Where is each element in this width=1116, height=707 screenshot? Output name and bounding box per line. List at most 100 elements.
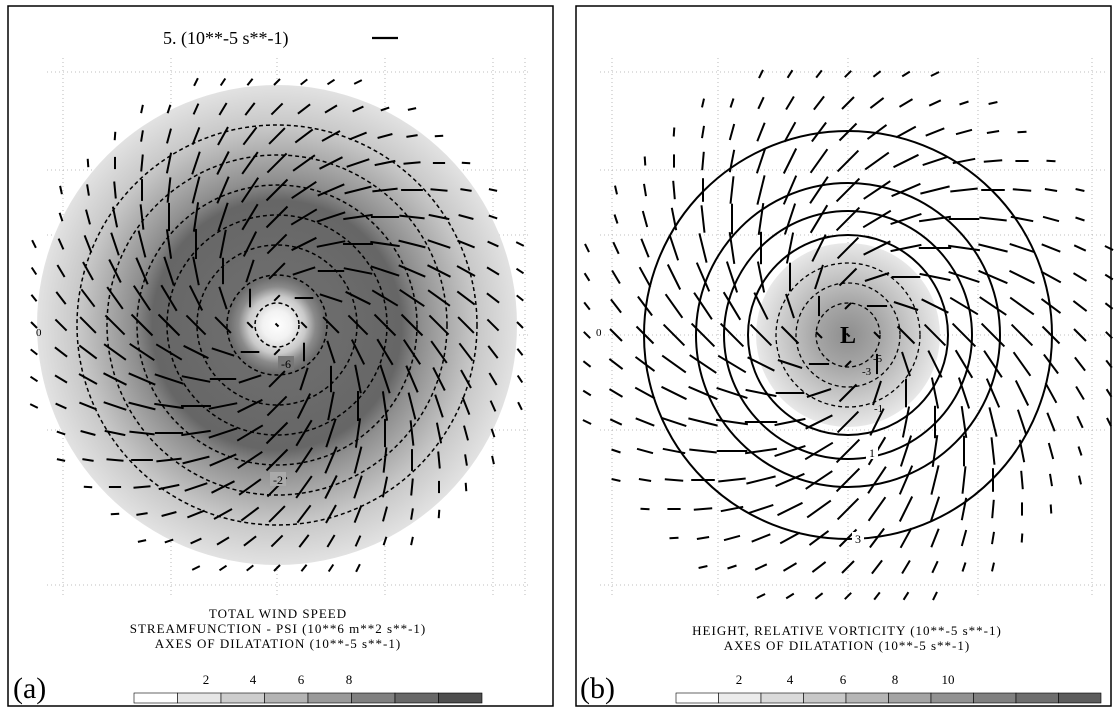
dilatation-axis-segment (841, 96, 855, 110)
dilatation-axis-segment (434, 134, 444, 138)
dilatation-axis-segment (929, 496, 941, 522)
dilatation-axis-segment (844, 592, 852, 600)
dilatation-axis-segment (54, 346, 68, 358)
dilatation-axis-segment (56, 430, 66, 436)
dilatation-axis-segment (661, 416, 687, 428)
dilatation-axis-segment (238, 374, 262, 384)
dilatation-axis-segment (209, 453, 237, 467)
dilatation-axis-segment (324, 104, 338, 114)
dilatation-axis-segment (488, 214, 498, 220)
dilatation-axis-segment (957, 377, 971, 409)
dilatation-axis-segment (299, 367, 309, 391)
dilatation-axis-segment (864, 272, 890, 282)
dilatation-axis-segment (30, 321, 38, 329)
legend-swatch (888, 692, 932, 704)
dilatation-axis-segment (182, 455, 210, 465)
dilatation-axis-segment (954, 349, 974, 379)
dilatation-axis-segment (104, 314, 126, 336)
dilatation-axis-segment (920, 185, 950, 195)
dilatation-axis-segment (345, 290, 371, 306)
dilatation-axis-segment (748, 503, 774, 515)
legend-tick: 2 (736, 672, 743, 687)
dilatation-axis-segment (722, 291, 742, 321)
dilatation-axis-segment (461, 161, 471, 165)
dilatation-axis-segment (268, 127, 286, 145)
dilatation-axis-segment (80, 288, 96, 308)
dilatation-axis-segment (516, 374, 524, 384)
dilatation-axis-segment (756, 261, 766, 293)
dilatation-axis-segment (918, 215, 952, 223)
dilatation-axis-segment (430, 340, 448, 364)
dilatation-axis-segment (166, 128, 172, 144)
dilatation-axis-segment (427, 264, 451, 278)
dilatation-axis-segment (132, 285, 152, 311)
dilatation-axis-segment (270, 102, 284, 116)
dilatation-axis-segment (372, 187, 398, 193)
dilatation-axis-segment (381, 476, 389, 498)
dilatation-axis-segment (866, 124, 888, 140)
dilatation-axis-segment (867, 496, 887, 522)
dilatation-axis-segment (437, 451, 441, 469)
dilatation-axis-segment (1105, 388, 1113, 398)
dilatation-axis-segment (427, 239, 451, 249)
dilatation-axis-segment (898, 465, 914, 495)
contour-label: -5 (873, 353, 883, 365)
dilatation-axis-segment (241, 151, 259, 175)
axis-zero-label: 0 (36, 327, 42, 339)
dilatation-axis-segment (298, 534, 310, 548)
dilatation-axis-segment (638, 478, 652, 482)
dilatation-axis-segment (265, 421, 289, 445)
dilatation-axis-segment (899, 435, 913, 467)
dilatation-axis-segment (890, 243, 922, 253)
dilatation-axis-segment (129, 342, 155, 362)
dilatation-axis-segment (353, 446, 363, 474)
dilatation-axis-segment (327, 563, 335, 573)
dilatation-axis-segment (140, 130, 144, 142)
dilatation-axis-segment (292, 266, 316, 276)
dilatation-axis-segment (672, 180, 676, 200)
dilatation-axis-segment (1105, 331, 1113, 339)
dilatation-axis-segment (806, 388, 832, 398)
dilatation-axis-segment (901, 559, 911, 575)
dilatation-axis-segment (637, 295, 653, 317)
dilatation-axis-segment (809, 148, 829, 174)
dilatation-axis-segment (720, 505, 744, 513)
legend-tick: 10 (942, 672, 955, 687)
legend-tick: 2 (203, 672, 210, 687)
dilatation-axis-segment (274, 322, 280, 328)
dilatation-axis-segment (464, 454, 468, 466)
dilatation-axis-segment (1040, 298, 1062, 314)
dilatation-axis-segment (78, 344, 98, 360)
dilatation-axis-segment (690, 322, 716, 348)
dilatation-axis-segment (432, 367, 446, 391)
dilatation-axis-segment (166, 104, 172, 114)
dilatation-axis-segment (137, 230, 147, 258)
dilatation-axis-segment (774, 417, 806, 427)
dilatation-axis-segment (664, 293, 684, 319)
dilatation-axis-segment (695, 262, 711, 292)
dilatation-axis-segment (814, 592, 824, 600)
dilatation-axis-segment (893, 153, 919, 169)
dilatation-axis-segment (864, 151, 890, 171)
dilatation-axis-segment (863, 240, 891, 256)
dilatation-axis-segment (191, 151, 201, 175)
dilatation-axis-segment (435, 422, 443, 444)
dilatation-axis-segment (104, 429, 126, 437)
dilatation-axis-segment (835, 177, 861, 203)
dilatation-axis-segment (844, 360, 852, 368)
dilatation-axis-segment (808, 530, 830, 546)
dilatation-axis-segment (583, 301, 591, 311)
dilatation-axis-segment (662, 323, 686, 347)
dilatation-axis-segment (290, 208, 318, 226)
dilatation-axis-segment (922, 155, 948, 167)
dilatation-axis-segment (777, 359, 803, 369)
dilatation-axis-segment (869, 97, 885, 109)
dilatation-axis-segment (930, 528, 940, 548)
dilatation-axis-segment (410, 478, 414, 496)
dilatation-axis-segment (380, 106, 390, 112)
dilatation-axis-segment (491, 455, 495, 465)
dilatation-axis-segment (183, 344, 209, 360)
dilatation-axis-segment (609, 418, 623, 426)
dilatation-axis-segment (113, 131, 117, 141)
dilatation-axis-segment (582, 389, 592, 397)
